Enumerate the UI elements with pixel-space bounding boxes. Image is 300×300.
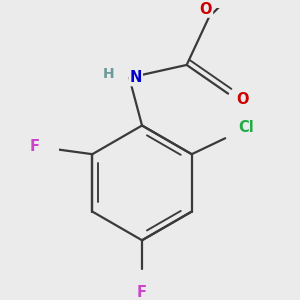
Text: Cl: Cl <box>238 120 254 135</box>
Text: O: O <box>236 92 249 107</box>
Text: F: F <box>30 139 40 154</box>
Text: N: N <box>130 70 142 85</box>
Text: O: O <box>200 2 212 16</box>
Text: H: H <box>103 68 114 82</box>
Text: F: F <box>137 285 147 300</box>
